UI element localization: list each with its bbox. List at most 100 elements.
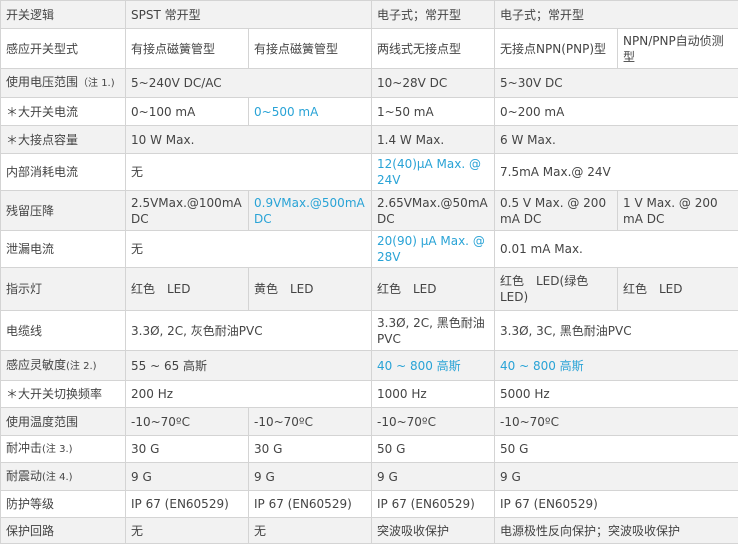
table-cell: 2.5VMax.@100mA DC — [126, 191, 249, 231]
table-cell: 200 Hz — [126, 381, 372, 408]
table-cell: 无 — [126, 154, 372, 191]
table-cell: 红色 LED — [618, 268, 738, 311]
row-label: 电缆线 — [1, 311, 126, 351]
table-cell: 0.5 V Max. @ 200 mA DC — [495, 191, 618, 231]
label-text: 耐震动 — [6, 469, 42, 483]
table-cell: 3.3Ø, 2C, 黑色耐油PVC — [372, 311, 495, 351]
table-cell: 6 W Max. — [495, 126, 738, 154]
table-cell: 红色 LED — [126, 268, 249, 311]
row-label: 感应开关型式 — [1, 29, 126, 69]
table-cell: 50 G — [495, 436, 738, 463]
table-cell: -10~70ºC — [372, 408, 495, 436]
table-cell: 1000 Hz — [372, 381, 495, 408]
table-cell: 1.4 W Max. — [372, 126, 495, 154]
row-label: 指示灯 — [1, 268, 126, 311]
row-label: 开关逻辑 — [1, 1, 126, 29]
table-cell: 3.3Ø, 2C, 灰色耐油PVC — [126, 311, 372, 351]
table-cell: 有接点磁簧管型 — [126, 29, 249, 69]
table-cell: IP 67 (EN60529) — [249, 491, 372, 518]
row-label: ＊大接点容量 — [1, 126, 126, 154]
table-cell: 7.5mA Max.@ 24V — [495, 154, 738, 191]
table-row: 使用温度范围-10~70ºC-10~70ºC-10~70ºC-10~70ºC — [1, 408, 738, 436]
table-cell: 5~240V DC/AC — [126, 69, 372, 98]
table-cell: 30 G — [126, 436, 249, 463]
table-cell: 20(90) μA Max. @ 28V — [372, 231, 495, 268]
table-cell: 0.01 mA Max. — [495, 231, 738, 268]
table-cell: SPST 常开型 — [126, 1, 372, 29]
table-cell: -10~70ºC — [126, 408, 249, 436]
table-cell: 无 — [126, 231, 372, 268]
table-cell: 无 — [249, 518, 372, 544]
row-label: 内部消耗电流 — [1, 154, 126, 191]
row-label: 残留压降 — [1, 191, 126, 231]
table-cell: 红色 LED — [372, 268, 495, 311]
row-label: 防护等级 — [1, 491, 126, 518]
table-cell: 9 G — [249, 463, 372, 491]
table-cell: 9 G — [495, 463, 738, 491]
table-cell: 12(40)μA Max. @ 24V — [372, 154, 495, 191]
label-text: 使用电压范围 — [6, 75, 78, 89]
table-cell: 40 ~ 800 高斯 — [495, 351, 738, 381]
table-cell: 2.65VMax.@50mA DC — [372, 191, 495, 231]
table-cell: 电子式；常开型 — [495, 1, 738, 29]
table-cell: 红色 LED(绿色LED) — [495, 268, 618, 311]
table-cell: 0.9VMax.@500mA DC — [249, 191, 372, 231]
table-cell: 9 G — [372, 463, 495, 491]
table-cell: 无 — [126, 518, 249, 544]
table-cell: 10~28V DC — [372, 69, 495, 98]
table-cell: 电子式；常开型 — [372, 1, 495, 29]
table-cell: 0~500 mA — [249, 98, 372, 126]
table-cell: NPN/PNP自动侦测型 — [618, 29, 738, 69]
table-cell: 50 G — [372, 436, 495, 463]
table-cell: 突波吸收保护 — [372, 518, 495, 544]
label-text: 耐冲击 — [6, 441, 42, 455]
label-note: (注 2.) — [66, 361, 97, 372]
row-label: 使用温度范围 — [1, 408, 126, 436]
label-note: （注 1.) — [78, 78, 115, 89]
table-cell: 电源极性反向保护；突波吸收保护 — [495, 518, 738, 544]
row-label: 保护回路 — [1, 518, 126, 544]
table-cell: 10 W Max. — [126, 126, 372, 154]
table-cell: 1 V Max. @ 200 mA DC — [618, 191, 738, 231]
row-label: ＊大开关电流 — [1, 98, 126, 126]
table-cell: 5000 Hz — [495, 381, 738, 408]
table-row: 保护回路无无突波吸收保护电源极性反向保护；突波吸收保护 — [1, 518, 738, 544]
table-cell: IP 67 (EN60529) — [372, 491, 495, 518]
table-cell: 55 ~ 65 高斯 — [126, 351, 372, 381]
row-label: 耐冲击(注 3.) — [1, 436, 126, 463]
table-cell: 30 G — [249, 436, 372, 463]
row-label: 感应灵敏度(注 2.) — [1, 351, 126, 381]
label-note: (注 3.) — [42, 444, 73, 455]
table-cell: 0~200 mA — [495, 98, 738, 126]
row-label: 耐震动(注 4.) — [1, 463, 126, 491]
row-label: 使用电压范围（注 1.) — [1, 69, 126, 98]
table-cell: IP 67 (EN60529) — [126, 491, 249, 518]
table-cell: -10~70ºC — [249, 408, 372, 436]
table-cell: 0~100 mA — [126, 98, 249, 126]
row-label: ＊大开关切换频率 — [1, 381, 126, 408]
table-cell: 两线式无接点型 — [372, 29, 495, 69]
table-cell: IP 67 (EN60529) — [495, 491, 738, 518]
row-label: 泄漏电流 — [1, 231, 126, 268]
table-cell: 有接点磁簧管型 — [249, 29, 372, 69]
table-cell: 无接点NPN(PNP)型 — [495, 29, 618, 69]
table-cell: 5~30V DC — [495, 69, 738, 98]
label-note: (注 4.) — [42, 472, 73, 483]
table-cell: 3.3Ø, 3C, 黑色耐油PVC — [495, 311, 738, 351]
